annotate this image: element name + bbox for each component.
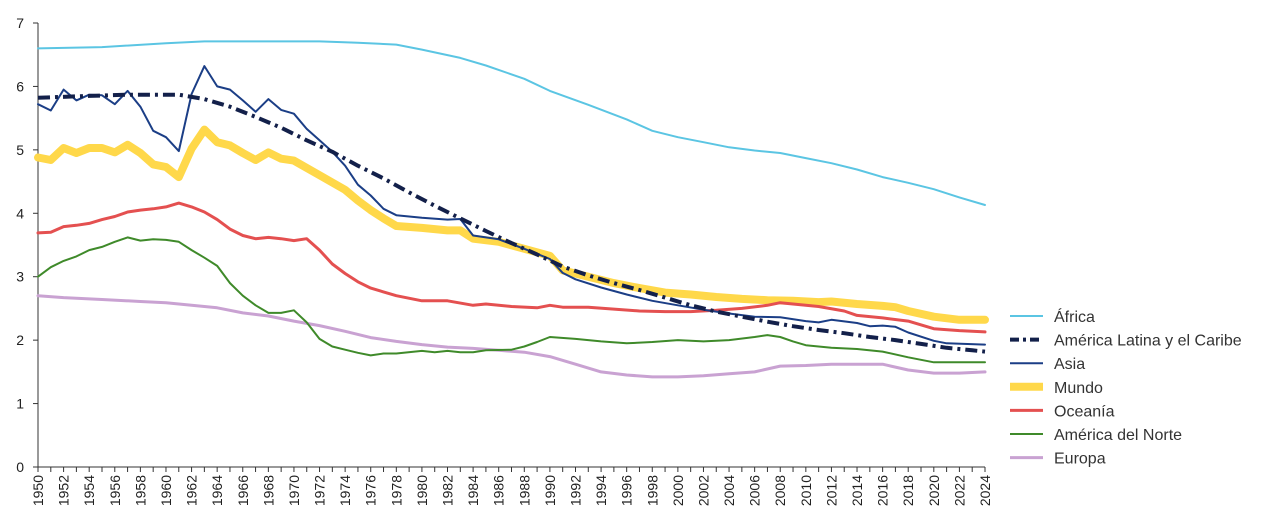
x-tick-label: 2006 [747,475,763,506]
y-tick-label: 7 [16,15,24,31]
x-tick-label: 1972 [312,475,328,506]
x-tick-label: 1954 [81,475,97,506]
x-tick-label: 1988 [516,475,532,506]
series-line-mundo [34,125,989,324]
y-tick-label: 1 [16,396,24,412]
x-tick-label: 2018 [900,475,916,506]
x-tick-label: 1958 [132,475,148,506]
x-tick-label: 2022 [951,475,967,506]
x-tick-label: 1956 [107,475,123,506]
x-tick-label: 1950 [30,475,46,506]
x-tick-label: 2010 [798,475,814,506]
x-tick-label: 2014 [849,475,865,506]
legend-label: Asia [1054,356,1085,373]
x-tick-label: 2020 [926,475,942,506]
axes: 0 1 2 3 4 5 6 7 1950 1952 1954 1956 1958 1960 1962 1964… [16,15,993,506]
legend-label: América del Norte [1054,427,1182,444]
x-tick-label: 1992 [567,475,583,506]
series-line-asia [37,65,986,346]
x-tick-label: 1996 [619,475,635,506]
x-tick-label: 1980 [414,475,430,506]
x-tick-label: 2004 [721,475,737,506]
plot-area [34,40,989,379]
y-tick-label: 0 [16,459,24,475]
legend: África América Latina y el Caribe Asia Mund… [1010,307,1242,468]
x-tick-label: 1952 [56,475,72,506]
x-tick-label: 1984 [465,475,481,506]
legend-label: Oceanía [1054,403,1115,420]
x-tick-label: 2012 [823,475,839,506]
x-tick-label: 1974 [337,475,353,506]
legend-label: Mundo [1054,380,1103,397]
x-tick-label: 2000 [670,475,686,506]
x-tick-label: 1970 [286,475,302,506]
x-tick-label: 1968 [260,475,276,506]
y-tick-label: 3 [16,269,24,285]
y-tick-label: 4 [16,205,24,221]
x-tick-label: 1986 [491,475,507,506]
x-tick-label: 1964 [209,475,225,506]
series-line-américa-del-norte [37,236,986,364]
x-tick-label: 1998 [644,475,660,506]
legend-label: África [1054,307,1095,326]
x-tick-label: 1978 [388,475,404,506]
series-line-europa [36,294,987,379]
x-tick-label: 1960 [158,475,174,506]
x-tick-label: 1966 [235,475,251,506]
x-tick-label: 1976 [363,475,379,506]
x-tick-label: 1994 [593,475,609,506]
legend-label: Europa [1054,451,1106,468]
x-tick-label: 2024 [977,475,993,506]
y-tick-label: 5 [16,142,24,158]
legend-label: América Latina y el Caribe [1054,333,1242,350]
x-tick-label: 2008 [772,475,788,506]
x-tick-label: 1990 [542,475,558,506]
series-line-américa-latina-y-el-caribe [37,92,986,354]
series-line-oceanía [36,201,987,334]
x-tick-label: 2002 [695,475,711,506]
y-tick-label: 2 [16,332,24,348]
x-tick-label: 1962 [184,475,200,506]
x-tick-label: 2016 [875,475,891,506]
series-line-áfrica [37,40,986,206]
y-tick-label: 6 [16,78,24,94]
x-tick-label: 1982 [440,475,456,506]
